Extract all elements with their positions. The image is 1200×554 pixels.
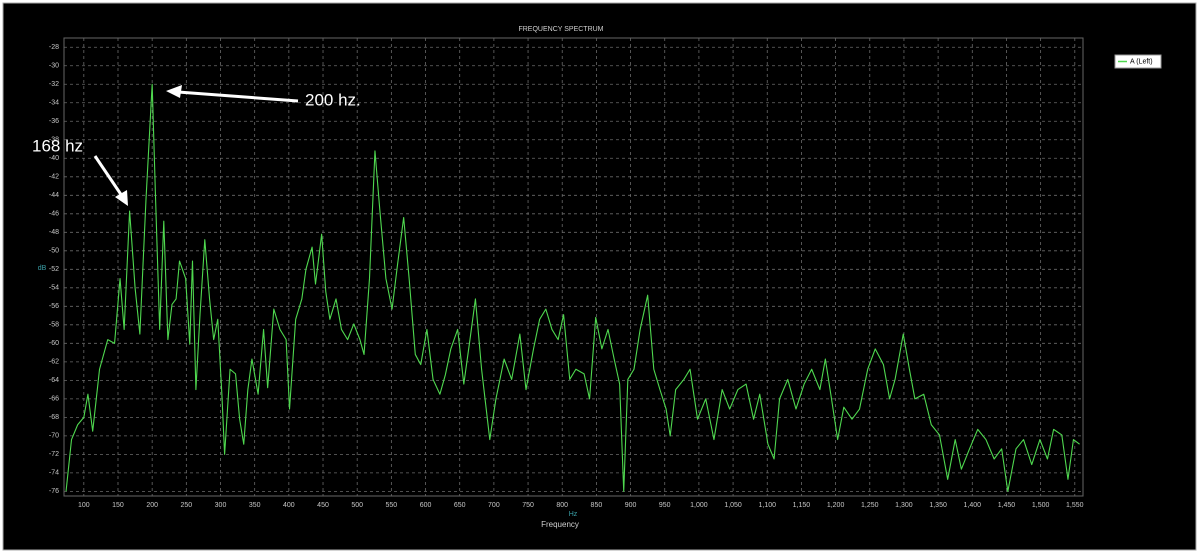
x-tick-label: 1,000 xyxy=(690,502,708,509)
x-tick-label: 800 xyxy=(556,502,568,509)
y-tick-label: -62 xyxy=(49,359,59,366)
x-tick-label: 950 xyxy=(659,502,671,509)
y-tick-label: -38 xyxy=(49,137,59,144)
y-tick-label: -28 xyxy=(49,44,59,51)
y-tick-label: -52 xyxy=(49,266,59,273)
annotation-200: 200 hz. xyxy=(166,85,361,109)
x-tick-label: 600 xyxy=(420,502,432,509)
y-tick-label: -72 xyxy=(49,451,59,458)
x-tick-label: 1,250 xyxy=(861,502,879,509)
y-tick-label: -70 xyxy=(49,433,59,440)
y-axis-label: dB xyxy=(38,265,47,272)
y-tick-label: -60 xyxy=(49,340,59,347)
x-tick-label: 1,100 xyxy=(758,502,776,509)
x-tick-label: 1,350 xyxy=(929,502,947,509)
y-tick-label: -76 xyxy=(49,488,59,495)
y-tick-label: -64 xyxy=(49,377,59,384)
y-tick-label: -58 xyxy=(49,322,59,329)
grid: -28 -30 -32 -34 -36 -38 -40 -42 -44 -46 -48 -50 -52 -… xyxy=(49,38,1084,509)
y-tick-label: -46 xyxy=(49,211,59,218)
x-tick-label: 1,500 xyxy=(1032,502,1050,509)
legend: A (Left) xyxy=(1114,54,1162,69)
x-tick-label: 1,450 xyxy=(998,502,1016,509)
annotation-arrow xyxy=(93,155,124,197)
x-tick-label: 150 xyxy=(112,502,124,509)
y-tick-label: -74 xyxy=(49,470,59,477)
x-tick-label: 650 xyxy=(454,502,466,509)
y-tick-label: -42 xyxy=(49,174,59,181)
y-tick-label: -54 xyxy=(49,285,59,292)
x-tick-label: 300 xyxy=(215,502,227,509)
y-tick-label: -48 xyxy=(49,229,59,236)
y-tick-label: -56 xyxy=(49,303,59,310)
legend-box xyxy=(1114,54,1162,69)
series-line xyxy=(65,83,1080,492)
x-tick-label: 100 xyxy=(78,502,90,509)
y-tick-label: -50 xyxy=(49,248,59,255)
x-tick-label: 450 xyxy=(317,502,329,509)
y-tick-label: -66 xyxy=(49,396,59,403)
x-tick-label: 400 xyxy=(283,502,295,509)
y-tick-label: -44 xyxy=(49,192,59,199)
annotation-168: 168 hz xyxy=(32,136,128,206)
annotation-arrow xyxy=(177,90,299,103)
x-tick-label: 1,550 xyxy=(1066,502,1084,509)
y-tick-label: -34 xyxy=(49,100,59,107)
x-axis-unit: Hz xyxy=(569,511,578,518)
annotation-arrowhead xyxy=(166,85,182,98)
x-tick-label: 1,150 xyxy=(793,502,811,509)
x-tick-label: 500 xyxy=(351,502,363,509)
y-tick-label: -68 xyxy=(49,414,59,421)
y-tick-label: -40 xyxy=(49,155,59,162)
x-tick-label: 850 xyxy=(591,502,603,509)
x-tick-label: 900 xyxy=(625,502,637,509)
chart-title: FREQUENCY SPECTRUM xyxy=(518,26,603,33)
y-tick-label: -32 xyxy=(49,81,59,88)
x-tick-label: 1,400 xyxy=(964,502,982,509)
x-axis-label: Frequency xyxy=(541,520,579,529)
y-tick-label: -30 xyxy=(49,63,59,70)
plot xyxy=(65,83,1080,492)
x-tick-label: 350 xyxy=(249,502,261,509)
x-tick-label: 1,050 xyxy=(724,502,742,509)
x-tick-label: 700 xyxy=(488,502,500,509)
x-tick-label: 1,200 xyxy=(827,502,845,509)
x-tick-label: 250 xyxy=(180,502,192,509)
y-tick-label: -36 xyxy=(49,118,59,125)
annotation-text: 168 hz xyxy=(32,136,83,155)
annotation-text: 200 hz. xyxy=(305,90,361,109)
annotation-arrowhead xyxy=(115,190,128,206)
x-tick-label: 200 xyxy=(146,502,158,509)
x-tick-label: 1,300 xyxy=(895,502,913,509)
x-tick-label: 750 xyxy=(522,502,534,509)
legend-label: A (Left) xyxy=(1130,58,1153,65)
x-tick-label: 550 xyxy=(386,502,398,509)
plot-frame xyxy=(63,37,1084,497)
